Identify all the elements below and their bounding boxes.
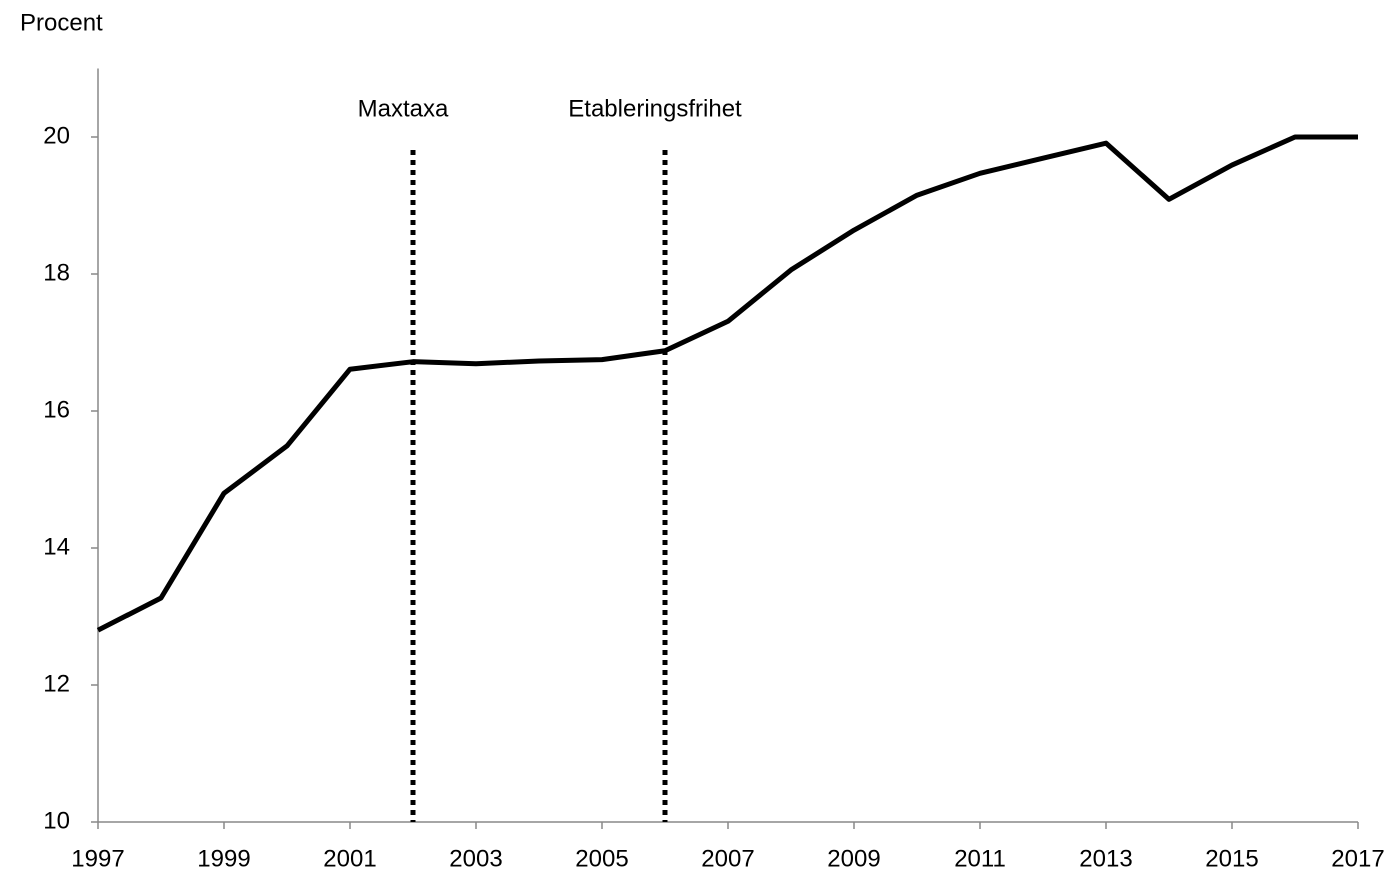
y-tick-label: 12 [43, 670, 70, 697]
y-tick-label: 14 [43, 533, 70, 560]
x-tick-label: 1999 [197, 845, 250, 872]
y-tick-label: 20 [43, 122, 70, 149]
data-line [96, 134, 1358, 633]
x-tick-label: 2001 [323, 845, 376, 872]
x-tick-label: 2007 [701, 845, 754, 872]
x-tick-label: 1997 [71, 845, 124, 872]
y-tick-label: 10 [43, 807, 70, 834]
y-tick-label: 16 [43, 396, 70, 423]
annotation-label: Maxtaxa [358, 95, 449, 122]
annotation-label: Etableringsfrihet [568, 95, 742, 122]
x-tick-label: 2003 [449, 845, 502, 872]
x-tick-label: 2015 [1205, 845, 1258, 872]
x-tick-label: 2011 [954, 845, 1006, 872]
x-tick-label: 2013 [1079, 845, 1132, 872]
y-axis-label: Procent [20, 9, 103, 36]
x-tick-label: 2005 [575, 845, 628, 872]
x-tick-label: 2017 [1331, 845, 1384, 872]
x-tick-label: 2009 [827, 845, 880, 872]
y-tick-label: 18 [43, 259, 70, 286]
